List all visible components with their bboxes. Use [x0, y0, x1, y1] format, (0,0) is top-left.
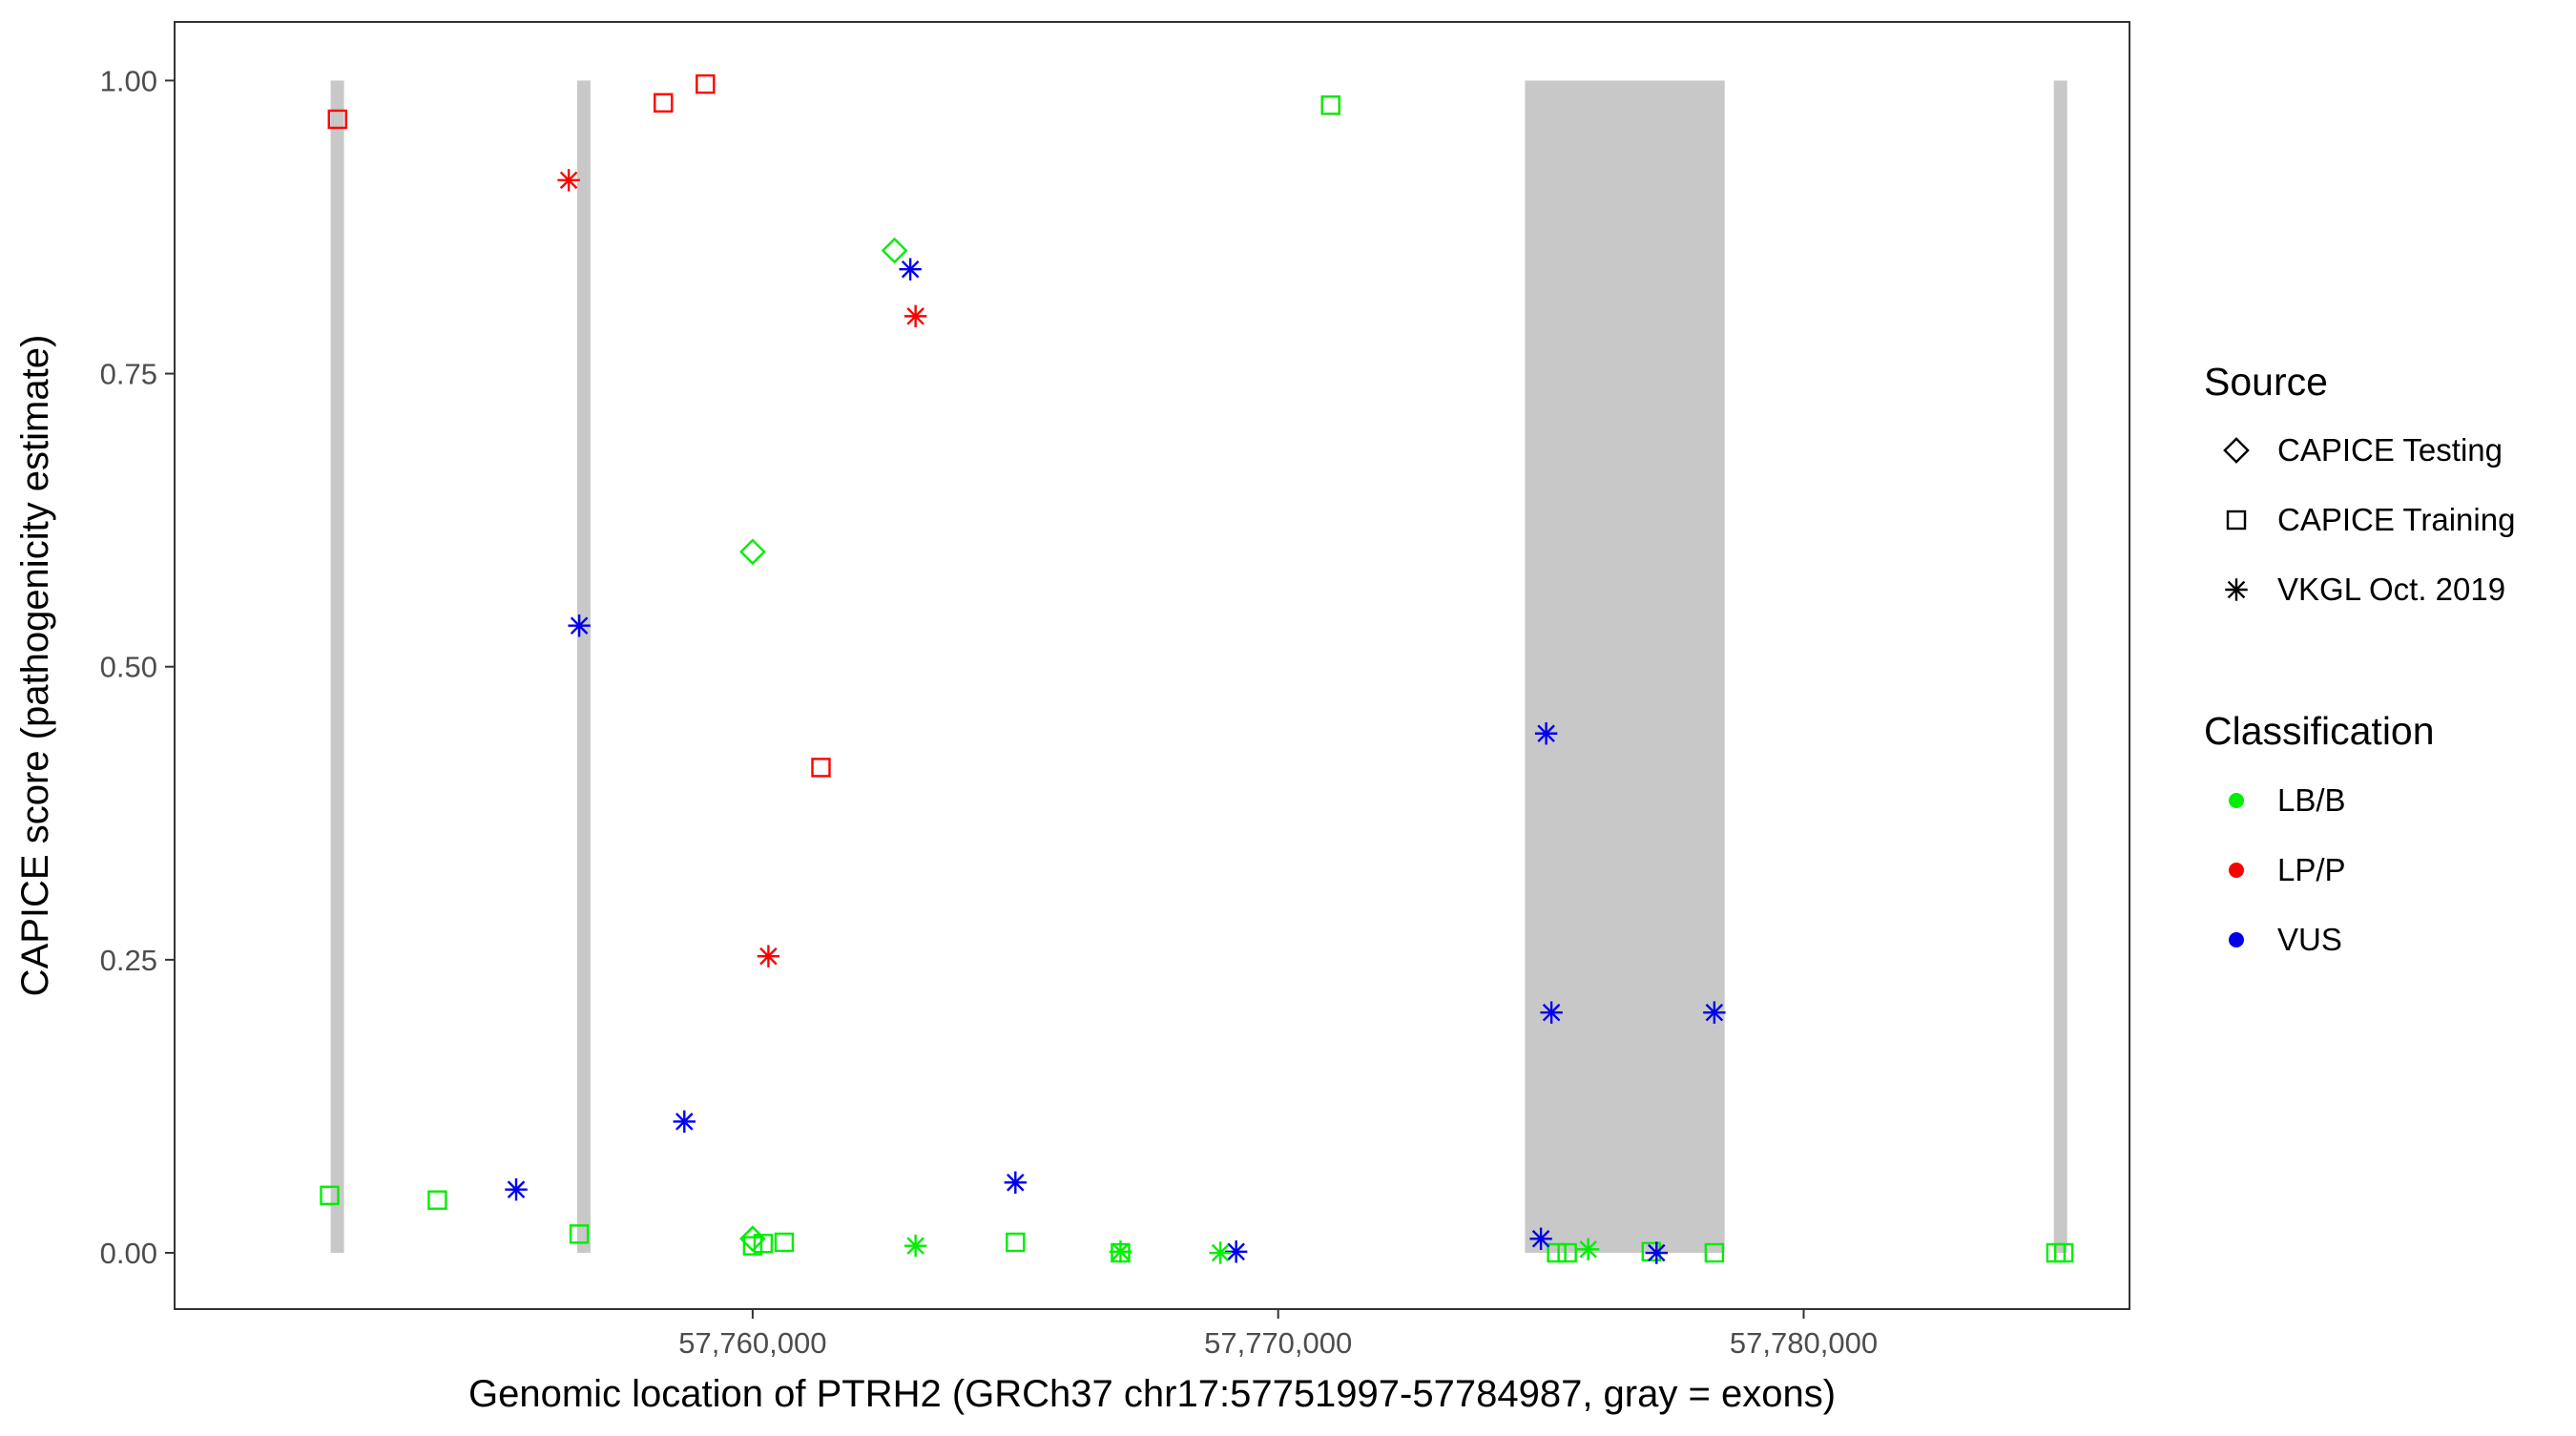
data-point-square-2-11	[753, 1233, 774, 1254]
data-point-square-2-8	[427, 1190, 447, 1210]
data-point-square-2-10	[742, 1236, 763, 1256]
exon-band-4	[2053, 80, 2067, 1254]
data-point-asterisk-3-18	[1576, 1238, 1600, 1261]
data-point-asterisk-3-1	[557, 169, 580, 192]
x-tick-label: 57,760,000	[678, 1326, 826, 1360]
data-point-square-2-17	[1641, 1241, 1661, 1261]
data-point-asterisk-3-10	[1534, 722, 1558, 745]
y-axis-title: CAPICE score (pathogenicity estimate)	[14, 335, 56, 997]
data-point-square-2-3	[696, 73, 716, 94]
data-point-diamond-1-1	[881, 237, 908, 264]
data-point-square-2-20	[2053, 1242, 2074, 1263]
y-tick-label: 0.25	[100, 944, 157, 977]
data-point-square-2-6	[1320, 95, 1340, 115]
legend-label-source-2: CAPICE Training	[2277, 502, 2515, 537]
legend-title-source: Source	[2204, 360, 2328, 404]
data-point-square-2-18	[1704, 1242, 1725, 1263]
y-tick-label: 1.00	[100, 64, 157, 97]
data-point-square-2-15	[1547, 1242, 1567, 1263]
data-point-asterisk-3-4	[899, 258, 922, 281]
y-tick-label: 0.00	[100, 1237, 157, 1270]
legend-key-dot	[2229, 863, 2244, 878]
data-point-asterisk-3-8	[1004, 1171, 1027, 1195]
x-tick-label: 57,770,000	[1204, 1326, 1352, 1360]
data-point-asterisk-3-13	[1529, 1227, 1552, 1250]
data-point-square-2-16	[1557, 1242, 1577, 1263]
legend-label-classification-2: LP/P	[2277, 852, 2346, 887]
data-point-asterisk-3-11	[1540, 1001, 1563, 1024]
data-point-asterisk-3-15	[904, 1234, 927, 1258]
exon-band-1	[330, 80, 344, 1254]
legend-title-classification: Classification	[2204, 709, 2435, 753]
legend-label-source-3: VKGL Oct. 2019	[2277, 572, 2505, 607]
legend-label-classification-3: VUS	[2277, 922, 2342, 957]
legend-key-diamond	[2223, 437, 2250, 464]
data-point-asterisk-3-2	[904, 304, 927, 328]
x-axis-title: Genomic location of PTRH2 (GRCh37 chr17:…	[468, 1373, 1836, 1415]
data-point-square-2-12	[774, 1232, 795, 1253]
axes-layer: 0.00 0.25 0.50 0.75 1.00 57,760,000 57,770,000…	[100, 64, 1878, 1360]
x-tick-label: 57,780,000	[1730, 1326, 1878, 1360]
legend: Source CAPICE Testing CAPICE Training VKGL …	[2204, 360, 2515, 957]
data-point-asterisk-3-5	[568, 614, 591, 637]
y-tick-label: 0.50	[100, 651, 157, 684]
data-point-asterisk-3-17	[1209, 1241, 1232, 1264]
data-point-square-2-13	[1006, 1232, 1026, 1253]
data-point-square-2-4	[811, 758, 831, 778]
data-point-asterisk-3-14	[1645, 1241, 1668, 1264]
data-point-asterisk-3-3	[757, 945, 780, 968]
data-point-asterisk-3-16	[1109, 1240, 1132, 1263]
data-point-asterisk-3-12	[1703, 1001, 1726, 1024]
exon-band-2	[576, 80, 591, 1254]
data-point-asterisk-3-7	[505, 1177, 528, 1201]
data-point-asterisk-3-9	[1224, 1240, 1248, 1263]
data-point-square-2-1	[327, 109, 347, 130]
data-point-square-2-2	[654, 93, 674, 113]
legend-label-source-1: CAPICE Testing	[2277, 432, 2503, 468]
data-point-asterisk-3-6	[673, 1110, 696, 1134]
legend-label-classification-1: LB/B	[2277, 782, 2346, 818]
legend-key-asterisk	[2225, 578, 2248, 601]
y-tick-label: 0.75	[100, 358, 157, 391]
data-point-square-2-7	[320, 1185, 340, 1206]
points-layer	[320, 73, 2074, 1264]
plot-panel-border	[174, 21, 2130, 1310]
legend-key-dot	[2229, 932, 2244, 947]
legend-key-square	[2226, 510, 2247, 531]
legend-key-dot	[2229, 793, 2244, 808]
data-point-diamond-1-2	[739, 538, 766, 566]
exon-layer	[330, 80, 2067, 1254]
exon-band-3	[1525, 80, 1725, 1254]
data-point-square-2-9	[569, 1224, 590, 1244]
